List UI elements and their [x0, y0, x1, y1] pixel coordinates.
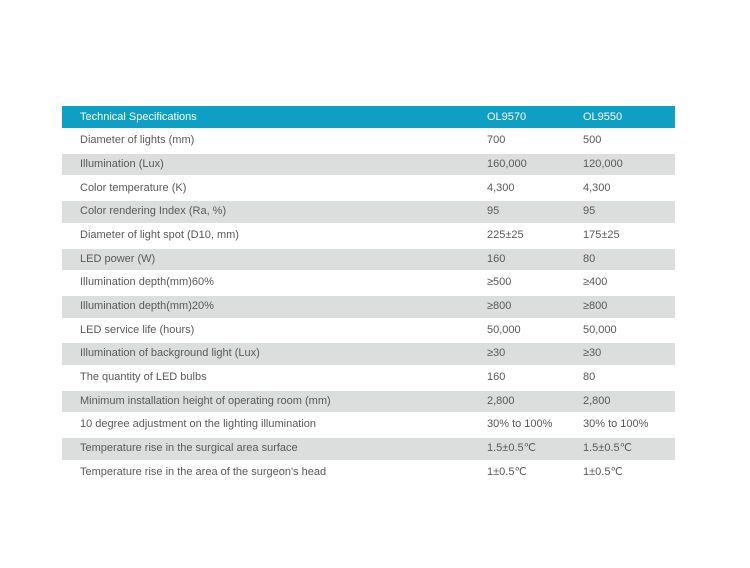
spec-value-ol9550: 120,000: [583, 157, 623, 170]
spec-value-ol9570: ≥500: [487, 276, 512, 289]
spec-value-ol9570: 1±0.5℃: [487, 465, 527, 478]
column-header-ol9570: OL9570: [487, 111, 527, 123]
spec-value-ol9550: 1±0.5℃: [583, 465, 623, 478]
table-row: LED power (W) 160 80: [62, 248, 675, 271]
spec-label: LED power (W): [80, 252, 156, 265]
spec-label: LED service life (hours): [80, 323, 195, 336]
spec-value-ol9570: 50,000: [487, 323, 521, 336]
table-row: Minimum installation height of operating…: [62, 390, 675, 413]
table-title: Technical Specifications: [80, 111, 197, 123]
spec-value-ol9550: 95: [583, 205, 596, 218]
spec-label: Minimum installation height of operating…: [80, 394, 331, 407]
table-row: LED service life (hours) 50,000 50,000: [62, 320, 675, 342]
spec-value-ol9570: 160,000: [487, 157, 527, 170]
table-row: The quantity of LED bulbs 160 80: [62, 367, 675, 389]
spec-table-header: Technical Specifications OL9570 OL9550: [62, 106, 675, 128]
spec-label: Color temperature (K): [80, 181, 187, 194]
table-row: Illumination (Lux) 160,000 120,000: [62, 153, 675, 176]
spec-value-ol9570: 95: [487, 205, 500, 218]
table-row: Color rendering Index (Ra, %) 95 95: [62, 201, 675, 223]
spec-value-ol9550: 1.5±0.5℃: [583, 442, 632, 455]
spec-label: Illumination (Lux): [80, 157, 164, 170]
spec-value-ol9550: 2,800: [583, 394, 611, 407]
table-row: Color temperature (K) 4,300 4,300: [62, 178, 675, 200]
spec-label: Illumination of background light (Lux): [80, 347, 260, 360]
spec-value-ol9570: 225±25: [487, 228, 524, 241]
spec-value-ol9570: 160: [487, 371, 506, 384]
spec-value-ol9550: ≥30: [583, 347, 602, 360]
spec-table-body: Diameter of lights (mm) 700 500 Illumina…: [62, 130, 675, 483]
column-header-ol9550: OL9550: [583, 111, 623, 123]
spec-label: Diameter of lights (mm): [80, 134, 195, 147]
table-row: 10 degree adjustment on the lighting ill…: [62, 414, 675, 436]
spec-value-ol9570: 4,300: [487, 181, 515, 194]
spec-label: Diameter of light spot (D10, mm): [80, 228, 239, 241]
spec-table: Technical Specifications OL9570 OL9550 D…: [62, 106, 675, 486]
table-row: Diameter of lights (mm) 700 500: [62, 130, 675, 152]
table-row: Temperature rise in the area of the surg…: [62, 462, 675, 484]
spec-value-ol9550: 4,300: [583, 181, 611, 194]
spec-value-ol9570: ≥800: [487, 300, 512, 312]
table-row: Illumination of background light (Lux) ≥…: [62, 343, 675, 365]
spec-label: Illumination depth(mm)60%: [80, 276, 214, 289]
spec-label: Temperature rise in the area of the surg…: [80, 465, 327, 478]
spec-value-ol9550: 50,000: [583, 323, 617, 336]
spec-value-ol9550: 80: [583, 252, 596, 265]
spec-value-ol9550: 175±25: [583, 228, 620, 241]
table-row: Illumination depth(mm)60% ≥500 ≥400: [62, 272, 675, 294]
spec-value-ol9550: ≥400: [583, 276, 608, 289]
spec-value-ol9570: ≥30: [487, 347, 506, 360]
spec-label: 10 degree adjustment on the lighting ill…: [80, 418, 317, 431]
spec-label: The quantity of LED bulbs: [80, 371, 207, 384]
table-row: Temperature rise in the surgical area su…: [62, 438, 675, 460]
spec-value-ol9550: 80: [583, 371, 596, 384]
spec-value-ol9570: 1.5±0.5℃: [487, 442, 536, 455]
spec-value-ol9550: 30% to 100%: [583, 418, 649, 431]
spec-value-ol9570: 160: [487, 252, 506, 265]
spec-value-ol9550: ≥800: [583, 300, 608, 312]
spec-label: Color rendering Index (Ra, %): [80, 205, 227, 218]
spec-value-ol9570: 2,800: [487, 394, 515, 407]
spec-label: Temperature rise in the surgical area su…: [80, 442, 298, 455]
spec-value-ol9550: 500: [583, 134, 602, 147]
table-row: Diameter of light spot (D10, mm) 225±25 …: [62, 225, 675, 247]
table-row: Illumination depth(mm)20% ≥800 ≥800: [62, 296, 675, 318]
spec-value-ol9570: 30% to 100%: [487, 418, 553, 431]
spec-value-ol9570: 700: [487, 134, 506, 147]
spec-label: Illumination depth(mm)20%: [80, 300, 214, 312]
